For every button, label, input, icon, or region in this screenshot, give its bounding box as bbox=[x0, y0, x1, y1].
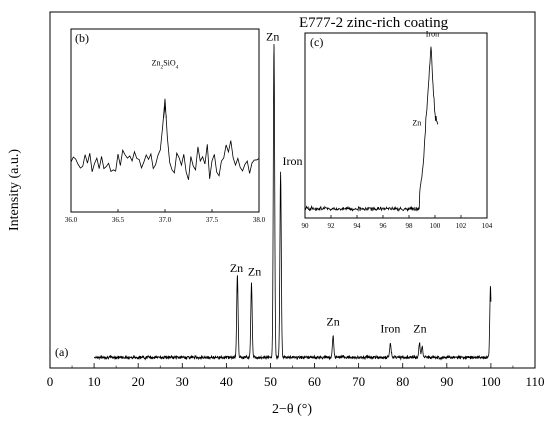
main-chart: 0 10 20 30 40 50 60 70 80 90 100 110 Zn ZnZnIronZnIr… bbox=[7, 11, 545, 417]
x-tick-label: 102 bbox=[456, 222, 467, 230]
x-tick-label: 37.5 bbox=[206, 216, 219, 224]
main-x-axis: 0 10 20 30 40 50 60 70 80 90 100 110 bbox=[47, 363, 545, 389]
x-tick-label: 36.5 bbox=[112, 216, 125, 224]
x-tick-label: 70 bbox=[352, 374, 365, 389]
panel-label-b: (b) bbox=[75, 31, 89, 45]
x-tick-label: 94 bbox=[354, 222, 362, 230]
x-tick-label: 38.0 bbox=[253, 216, 266, 224]
panel-label-a: (a) bbox=[55, 345, 68, 359]
inset-b-x-axis: 36.0 36.5 37.0 37.5 38.0 bbox=[65, 209, 266, 224]
x-axis-title: 2−θ (°) bbox=[272, 402, 312, 417]
inset-b-series-line bbox=[70, 98, 260, 180]
x-tick-label: 0 bbox=[47, 374, 54, 389]
peak-label: Zn bbox=[326, 314, 339, 328]
peak-label: Zn bbox=[413, 321, 426, 335]
x-tick-label: 36.0 bbox=[65, 216, 78, 224]
x-tick-label: 92 bbox=[328, 222, 336, 230]
inset-b-frame bbox=[70, 28, 260, 213]
x-tick-label: 20 bbox=[132, 374, 145, 389]
inset-c-peak-label: Iron bbox=[426, 30, 439, 39]
y-axis-title: Intensity (a.u.) bbox=[7, 149, 22, 231]
main-peak-labels: Zn Zn Zn Iron Zn Iron Zn bbox=[230, 29, 427, 335]
x-tick-label: 37.0 bbox=[159, 216, 172, 224]
inset-b-peak-label: Zn2SiO4 bbox=[152, 59, 179, 71]
main-series-line bbox=[94, 44, 492, 361]
peak-label: Iron bbox=[283, 154, 303, 168]
inset-c-frame bbox=[304, 32, 488, 219]
chart-title: E777-2 zinc-rich coating bbox=[299, 15, 449, 31]
peak-label: Zn bbox=[248, 264, 261, 278]
peak-label: Zn bbox=[266, 29, 279, 43]
inset-c-peak-labels: Iron Zn bbox=[412, 30, 439, 128]
inset-chart-b: 36.0 36.5 37.0 37.5 38.0 (b) Zn2SiO4 bbox=[65, 28, 266, 224]
inset-c-series-line bbox=[304, 46, 438, 212]
inset-c-peak-label: Zn bbox=[412, 119, 421, 128]
x-tick-label: 96 bbox=[380, 222, 388, 230]
x-tick-label: 100 bbox=[481, 374, 501, 389]
x-tick-label: 30 bbox=[176, 374, 189, 389]
x-tick-label: 10 bbox=[88, 374, 101, 389]
x-tick-label: 110 bbox=[525, 374, 544, 389]
inset-chart-c: 90 92 94 96 98 100 102 104 (c) Iron Zn bbox=[302, 30, 493, 230]
peak-label: Zn bbox=[230, 261, 243, 275]
panel-label-c: (c) bbox=[310, 35, 323, 49]
x-tick-label: 100 bbox=[430, 222, 441, 230]
peak-label: Iron bbox=[380, 321, 400, 335]
x-tick-label: 90 bbox=[440, 374, 453, 389]
inset-c-x-axis: 90 92 94 96 98 100 102 104 bbox=[302, 215, 493, 230]
x-tick-label: 104 bbox=[482, 222, 493, 230]
x-tick-label: 98 bbox=[406, 222, 414, 230]
x-tick-label: 40 bbox=[220, 374, 233, 389]
x-tick-label: 50 bbox=[264, 374, 277, 389]
x-tick-label: 80 bbox=[396, 374, 409, 389]
x-tick-label: 60 bbox=[308, 374, 321, 389]
x-tick-label: 90 bbox=[302, 222, 310, 230]
